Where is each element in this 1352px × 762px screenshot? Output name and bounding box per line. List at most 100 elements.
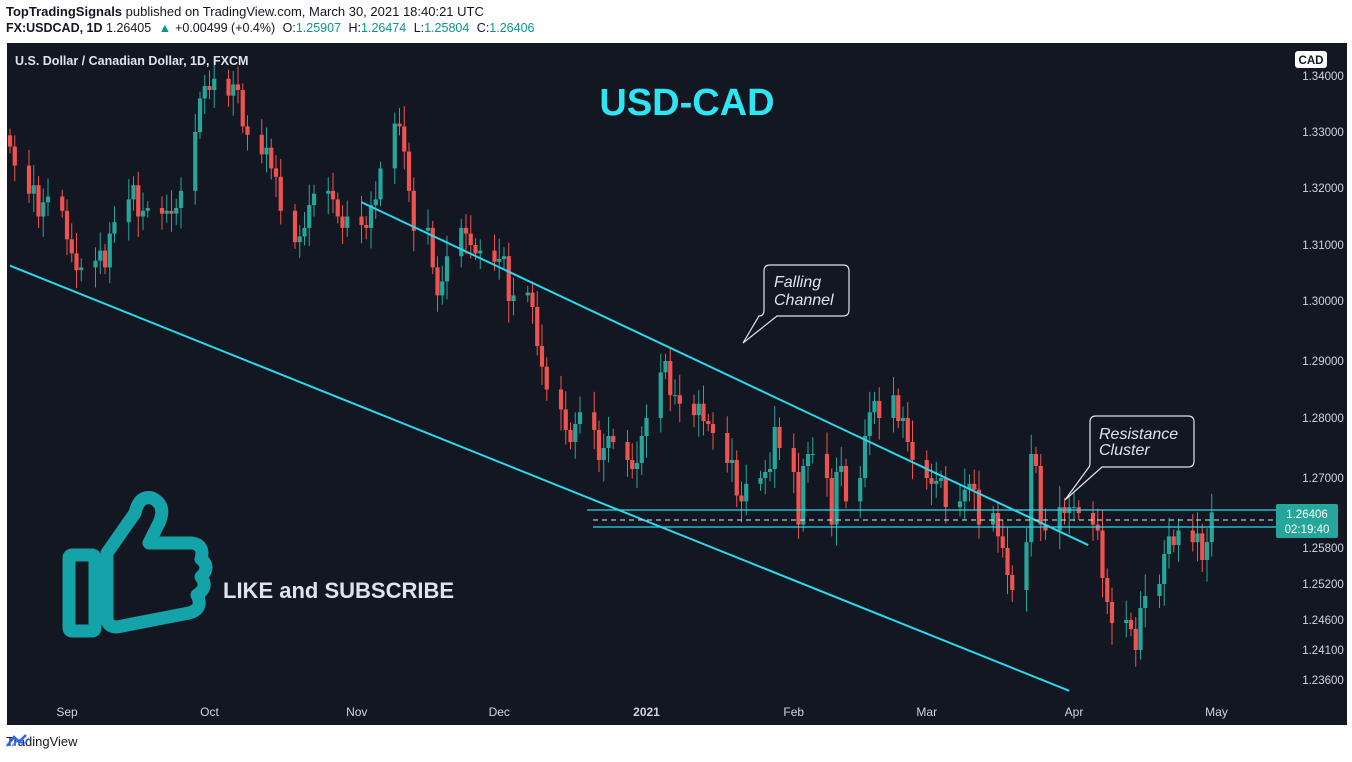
candle-down[interactable]	[791, 448, 796, 472]
candle-down[interactable]	[269, 147, 274, 169]
candle-up[interactable]	[601, 448, 606, 460]
candle-up[interactable]	[31, 185, 36, 194]
candle-up[interactable]	[178, 190, 184, 208]
candle-up[interactable]	[302, 227, 307, 237]
candle-up[interactable]	[839, 466, 844, 472]
candle-up[interactable]	[112, 222, 117, 234]
candle-down[interactable]	[359, 216, 364, 226]
candle-up[interactable]	[1071, 507, 1077, 509]
candle-down[interactable]	[777, 427, 782, 448]
candle-down[interactable]	[691, 403, 697, 416]
candle-up[interactable]	[805, 454, 811, 466]
candle-up[interactable]	[373, 199, 378, 206]
candle-down[interactable]	[1005, 548, 1010, 575]
publisher-name[interactable]: TopTradingSignals	[6, 4, 123, 19]
candle-up[interactable]	[1162, 554, 1167, 584]
candle-down[interactable]	[335, 199, 340, 217]
candle-down[interactable]	[558, 389, 564, 410]
candle-down[interactable]	[710, 424, 716, 433]
candle-down[interactable]	[26, 165, 32, 194]
candle-down[interactable]	[463, 227, 469, 234]
candle-down[interactable]	[739, 495, 744, 502]
candle-up[interactable]	[644, 418, 649, 436]
candle-down[interactable]	[60, 196, 65, 211]
candle-down[interactable]	[668, 361, 673, 396]
candle-up[interactable]	[326, 190, 331, 194]
candle-up[interactable]	[444, 256, 450, 282]
candle-up[interactable]	[459, 227, 464, 257]
candle-down[interactable]	[207, 86, 212, 90]
price-axis[interactable]: 1.34000 1.33000 1.32000 1.31000 1.30000 1.290…	[1302, 71, 1344, 687]
channel-upper-line[interactable]	[361, 201, 1089, 546]
candle-up[interactable]	[497, 259, 502, 262]
candle-up[interactable]	[202, 86, 207, 99]
candle-down[interactable]	[430, 227, 435, 268]
price-chart[interactable]: U.S. Dollar / Canadian Dollar, 1D, FXCM …	[7, 43, 1347, 725]
candle-down[interactable]	[843, 466, 849, 502]
candle-down[interactable]	[568, 430, 573, 442]
candle-up[interactable]	[1176, 530, 1181, 546]
candle-up[interactable]	[511, 295, 516, 301]
candle-down[interactable]	[530, 292, 535, 307]
candle-up[interactable]	[197, 98, 203, 132]
candle-up[interactable]	[1157, 584, 1162, 596]
candle-up[interactable]	[45, 196, 51, 203]
candle-down[interactable]	[995, 513, 1001, 537]
candle-up[interactable]	[1024, 542, 1029, 590]
candle-up[interactable]	[1029, 454, 1034, 543]
candle-down[interactable]	[136, 185, 141, 217]
candle-up[interactable]	[967, 483, 972, 490]
candle-up[interactable]	[297, 236, 302, 243]
candle-down[interactable]	[278, 176, 283, 211]
candle-down[interactable]	[7, 135, 13, 147]
candle-up[interactable]	[140, 210, 146, 217]
candle-down[interactable]	[1133, 629, 1138, 650]
candle-down[interactable]	[1100, 530, 1105, 579]
candle-down[interactable]	[473, 245, 478, 254]
candle-up[interactable]	[501, 256, 507, 259]
candle-up[interactable]	[577, 412, 583, 424]
candle-up[interactable]	[938, 478, 944, 481]
candle-down[interactable]	[896, 395, 901, 421]
candle-down[interactable]	[929, 478, 934, 484]
candle-down[interactable]	[1200, 533, 1205, 560]
candle-up[interactable]	[891, 395, 896, 418]
candle-down[interactable]	[235, 84, 241, 90]
candle-up[interactable]	[634, 463, 640, 469]
candle-up[interactable]	[41, 202, 46, 217]
candle-up[interactable]	[368, 205, 374, 228]
candle-up[interactable]	[834, 472, 839, 525]
candle-down[interactable]	[563, 409, 568, 430]
candle-up[interactable]	[801, 466, 806, 525]
candle-up[interactable]	[131, 185, 136, 200]
candle-up[interactable]	[311, 193, 317, 206]
candle-up[interactable]	[307, 205, 312, 228]
candle-up[interactable]	[962, 489, 967, 502]
candle-up[interactable]	[639, 436, 644, 463]
candle-down[interactable]	[506, 256, 511, 301]
candle-up[interactable]	[772, 427, 777, 469]
candle-down[interactable]	[64, 210, 70, 240]
candle-down[interactable]	[273, 168, 279, 177]
candle-up[interactable]	[1166, 536, 1172, 554]
candle-up[interactable]	[1138, 608, 1143, 650]
candle-up[interactable]	[934, 480, 939, 484]
candle-down[interactable]	[169, 210, 174, 214]
resistance-cluster-callout[interactable]: Resistance Cluster	[1064, 415, 1195, 501]
candle-down[interactable]	[701, 403, 706, 421]
candle-up[interactable]	[867, 412, 872, 436]
candle-up[interactable]	[744, 483, 749, 502]
candle-up[interactable]	[763, 472, 768, 478]
candle-down[interactable]	[1038, 466, 1043, 525]
candle-up[interactable]	[1057, 507, 1062, 531]
candle-down[interactable]	[102, 250, 108, 268]
candle-down[interactable]	[259, 134, 264, 155]
candle-up[interactable]	[1124, 620, 1129, 623]
candle-down[interactable]	[492, 250, 497, 262]
candle-down[interactable]	[240, 90, 245, 127]
candle-down[interactable]	[535, 307, 540, 346]
candle-down[interactable]	[1033, 454, 1039, 466]
candle-down[interactable]	[829, 478, 834, 525]
candle-up[interactable]	[858, 478, 863, 502]
candle-down[interactable]	[36, 185, 41, 217]
